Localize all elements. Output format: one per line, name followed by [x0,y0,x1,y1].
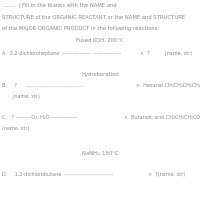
Text: B.     ?      ......................................: B. ? ...................................… [2,83,83,88]
Text: Fused KOH, 200°C: Fused KOH, 200°C [76,38,124,43]
Text: (name, str): (name, str) [2,126,29,131]
Text: NaNH₂, 150°C: NaNH₂, 150°C [82,151,118,156]
Text: of the MAJOR ORGANIC PRODUCT in the following reactions:: of the MAJOR ORGANIC PRODUCT in the foll… [2,26,159,31]
Text: STRUCTURE of the ORGANIC REACTANT or the NAME and STRUCTURE: STRUCTURE of the ORGANIC REACTANT or the… [2,15,185,20]
Text: A.  2,2-dichloroheptane  ----------------  ----------------: A. 2,2-dichloroheptane ---------------- … [2,51,121,56]
Text: C.   ? ---------O₃, H₂O----------------: C. ? ---------O₃, H₂O---------------- [2,115,78,120]
Text: Hydroboration: Hydroboration [81,72,119,77]
Text: ......... ) Fill in the blanks with the NAME and: ......... ) Fill in the blanks with the … [2,3,117,8]
Text: ×  Hexanal CH₃CH₂CH₂CH₂CH₂CHO: × Hexanal CH₃CH₂CH₂CH₂CH₂CHO [136,83,200,88]
Text: (name, str): (name, str) [2,94,40,99]
Text: ×  ?          (name, str): × ? (name, str) [140,51,192,56]
Text: D.     1,2-dichlorobutane  ----------------------------: D. 1,2-dichlorobutane ------------------… [2,172,113,177]
Text: ×  Butanoic acid CH₃CH₂CH₂COOH: × Butanoic acid CH₃CH₂CH₂COOH [124,115,200,120]
Text: ×  ?(name, str): × ?(name, str) [148,172,185,177]
